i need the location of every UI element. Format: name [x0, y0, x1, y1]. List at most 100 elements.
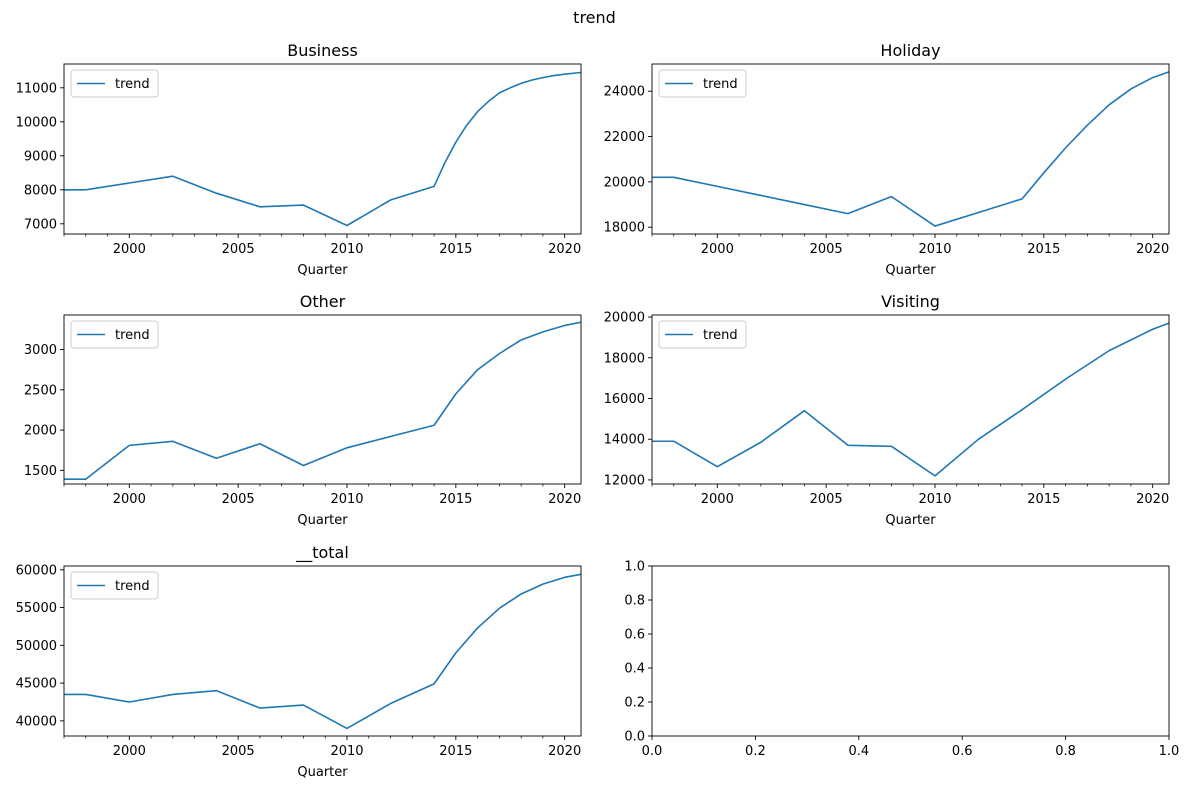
x-tick-label: 2000: [701, 242, 734, 257]
axes-frame: [651, 63, 1170, 235]
x-tick-label: 2015: [1027, 242, 1060, 257]
y-tick-label: 14000: [604, 433, 645, 448]
subplot-grid: Business 2000 2005 2010 2015 2020 7000 8000 9000…: [16, 41, 1180, 780]
y-tick-label: 3000: [24, 343, 57, 358]
subplot-title: Business: [287, 41, 358, 60]
legend: trend: [658, 69, 747, 98]
y-tick-label: 2500: [24, 383, 57, 398]
y-tick-label: 10000: [16, 115, 57, 130]
y-tick-label: 2000: [24, 424, 57, 439]
x-tick-label: 2015: [1027, 492, 1060, 507]
legend-label: trend: [115, 328, 150, 343]
x-tick-label: 2015: [439, 492, 472, 507]
x-tick-label: 2010: [330, 492, 363, 507]
axes-frame: [651, 565, 1170, 737]
x-tick-label: 2010: [330, 744, 363, 759]
axes-frame: [63, 63, 582, 235]
axes-frame: [63, 314, 582, 485]
series-line-trend: [64, 321, 582, 480]
y-tick-label: 0.4: [624, 662, 645, 677]
subplot-6: 0.0 0.2 0.4 0.6 0.8 1.0 0.0 0.2 0.4 0.6 0.8 1.0: [624, 560, 1179, 760]
subplot-title: Holiday: [880, 41, 940, 60]
x-tick-label: 0.4: [848, 744, 869, 759]
x-tick-label: 2015: [439, 242, 472, 257]
axes-frame: [651, 314, 1170, 485]
x-tick-label: 2005: [222, 744, 255, 759]
y-tick-label: 45000: [16, 677, 57, 692]
y-tick-label: 0.0: [624, 730, 645, 745]
x-tick-label: 0.8: [1055, 744, 1076, 759]
y-tick-label: 18000: [604, 221, 645, 236]
y-tick-label: 20000: [604, 311, 645, 326]
y-tick-label: 12000: [604, 473, 645, 488]
x-tick-label: 2000: [113, 492, 146, 507]
y-tick-label: 7000: [24, 217, 57, 232]
x-tick-label: 0.0: [642, 744, 663, 759]
x-tick-label: 2000: [701, 492, 734, 507]
series-line-trend: [652, 71, 1170, 227]
y-tick-label: 40000: [16, 714, 57, 729]
y-tick-label: 24000: [604, 85, 645, 100]
legend-box: [70, 320, 159, 349]
x-tick-label: 2020: [548, 492, 581, 507]
y-tick-label: 16000: [604, 392, 645, 407]
legend-label: trend: [115, 77, 150, 92]
x-tick-label: 2020: [1136, 242, 1169, 257]
x-tick-label: 2005: [810, 242, 843, 257]
y-tick-label: 50000: [16, 639, 57, 654]
x-axis-label: Quarter: [885, 513, 936, 528]
y-tick-label: 1500: [24, 464, 57, 479]
y-tick-label: 60000: [16, 563, 57, 578]
legend-label: trend: [703, 77, 738, 92]
subplot-title: Other: [300, 292, 346, 311]
legend: trend: [658, 320, 747, 349]
y-tick-label: 9000: [24, 149, 57, 164]
series-line-trend: [652, 322, 1170, 477]
series-line-trend: [64, 573, 582, 730]
legend-box: [658, 69, 747, 98]
x-axis-label: Quarter: [297, 513, 348, 528]
subplot-5: __total 2000 2005 2010 2015 2020 40000 45000 500…: [16, 543, 582, 780]
x-tick-label: 1.0: [1159, 744, 1180, 759]
x-tick-label: 2010: [330, 242, 363, 257]
y-tick-label: 55000: [16, 601, 57, 616]
y-tick-label: 20000: [604, 175, 645, 190]
y-tick-label: 1.0: [624, 560, 645, 575]
y-tick-label: 0.8: [624, 594, 645, 609]
legend-label: trend: [115, 579, 150, 594]
x-tick-label: 2020: [548, 242, 581, 257]
x-axis-label: Quarter: [297, 765, 348, 780]
subplot-2: Holiday 2000 2005 2010 2015 2020 18000 20000 220…: [604, 41, 1170, 278]
x-axis-label: Quarter: [885, 263, 936, 278]
subplot-title: Visiting: [881, 292, 940, 311]
x-tick-label: 2005: [810, 492, 843, 507]
legend: trend: [70, 69, 159, 98]
y-tick-label: 18000: [604, 351, 645, 366]
x-tick-label: 2005: [222, 492, 255, 507]
x-tick-label: 0.6: [952, 744, 973, 759]
x-tick-label: 2000: [113, 242, 146, 257]
legend-box: [70, 571, 159, 600]
x-tick-label: 2000: [113, 744, 146, 759]
subplot-4: Visiting 2000 2005 2010 2015 2020 12000 14000 16…: [604, 292, 1170, 528]
x-tick-label: 2020: [548, 744, 581, 759]
legend-label: trend: [703, 328, 738, 343]
legend-box: [70, 69, 159, 98]
y-tick-label: 0.6: [624, 628, 645, 643]
legend: trend: [70, 320, 159, 349]
y-tick-label: 22000: [604, 130, 645, 145]
axes-frame: [63, 565, 582, 737]
x-tick-label: 2010: [918, 492, 951, 507]
subplot-title: __total: [295, 543, 349, 563]
x-tick-label: 2005: [222, 242, 255, 257]
subplot-1: Business 2000 2005 2010 2015 2020 7000 8000 9000…: [16, 41, 582, 278]
x-tick-label: 2010: [918, 242, 951, 257]
y-tick-label: 11000: [16, 81, 57, 96]
y-tick-label: 0.2: [624, 696, 645, 711]
figure-suptitle: trend: [573, 8, 616, 27]
subplot-3: Other 2000 2005 2010 2015 2020 1500 2000 2500 300…: [24, 292, 582, 528]
x-tick-label: 2020: [1136, 492, 1169, 507]
x-tick-label: 2015: [439, 744, 472, 759]
